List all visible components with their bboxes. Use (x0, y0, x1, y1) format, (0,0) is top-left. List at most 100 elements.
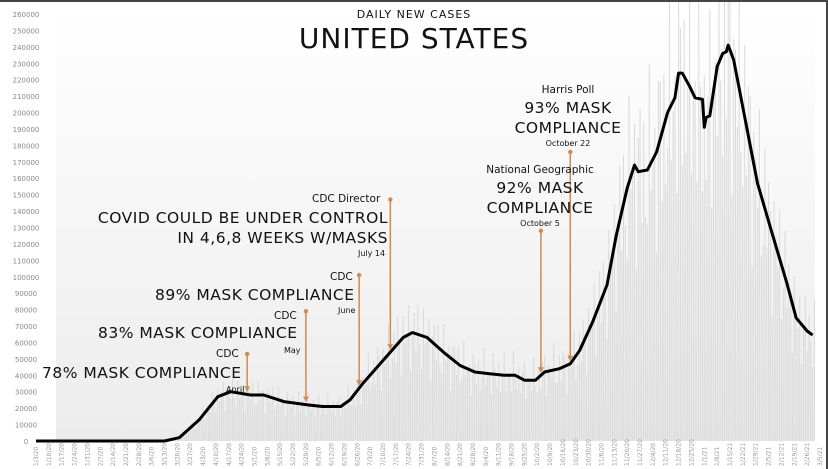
daily-bar (711, 206, 713, 441)
daily-bar (729, 0, 731, 441)
x-tick-label: 12/11/20 (663, 439, 670, 466)
x-tick-label: 2/7/20 (97, 447, 104, 466)
daily-bar (551, 378, 553, 441)
daily-bar (356, 379, 358, 441)
daily-bar (687, 88, 689, 442)
daily-bar (230, 399, 232, 441)
daily-bar (538, 366, 540, 441)
daily-bar (790, 298, 792, 441)
daily-bar (795, 313, 797, 441)
daily-bar (483, 348, 485, 441)
y-tick-label: 260000 (13, 11, 40, 19)
daily-bar (542, 361, 544, 441)
daily-bar (329, 407, 331, 441)
x-tick-label: 11/6/20 (598, 443, 605, 466)
daily-bar (209, 412, 211, 441)
daily-bar (665, 183, 667, 441)
daily-bar (722, 156, 724, 441)
daily-bar (727, 0, 729, 441)
daily-bar (630, 189, 632, 441)
y-tick-label: 230000 (13, 60, 40, 68)
daily-bar (742, 186, 744, 441)
daily-bar (775, 235, 777, 441)
annotation-arrow-dot (388, 197, 393, 202)
daily-bar (698, 0, 700, 441)
y-tick-label: 10000 (15, 422, 37, 430)
annotation-date: October 22 (545, 139, 591, 148)
daily-bar (591, 326, 593, 441)
x-tick-label: 3/5/21 (817, 447, 824, 466)
daily-bar (296, 404, 298, 441)
daily-bar (349, 404, 351, 441)
daily-bar (788, 264, 790, 441)
y-tick-label: 120000 (13, 241, 40, 249)
x-tick-label: 2/21/20 (123, 443, 130, 466)
daily-bar (500, 391, 502, 441)
daily-bar (279, 406, 281, 441)
daily-bar (553, 343, 555, 441)
x-tick-label: 7/17/20 (393, 443, 400, 466)
daily-bar (610, 268, 612, 441)
x-tick-label: 1/17/20 (59, 443, 66, 466)
daily-bar (780, 318, 782, 441)
daily-bar (276, 405, 278, 441)
x-tick-label: 3/6/20 (149, 447, 156, 466)
daily-bar (707, 95, 709, 441)
annotation-source: CDC (216, 348, 239, 360)
x-tick-label: 10/16/20 (560, 439, 567, 466)
daily-bar (751, 266, 753, 441)
daily-bar (604, 296, 606, 441)
y-tick-label: 160000 (13, 175, 40, 183)
y-tick-label: 150000 (13, 192, 40, 200)
daily-bar (564, 355, 566, 441)
daily-bar (307, 392, 309, 441)
daily-bar (593, 283, 595, 441)
daily-bar (571, 366, 573, 441)
daily-bar (597, 316, 599, 441)
daily-bar (562, 351, 564, 441)
daily-bar (265, 413, 266, 441)
x-tick-label: 9/18/20 (509, 443, 516, 466)
daily-bar (639, 109, 641, 442)
daily-bar (365, 384, 367, 441)
daily-bar (241, 388, 243, 441)
x-tick-label: 10/9/20 (547, 443, 554, 466)
daily-bar (389, 378, 391, 441)
daily-bar (290, 407, 292, 441)
daily-bar (643, 121, 645, 441)
daily-bar (466, 365, 468, 441)
daily-bar (479, 389, 481, 441)
daily-bar (626, 259, 628, 441)
annotation-arrowhead (302, 396, 309, 402)
daily-bar (375, 384, 377, 441)
daily-bar (184, 434, 186, 441)
daily-bar (547, 365, 549, 441)
daily-bar (421, 369, 423, 441)
daily-bar (345, 408, 347, 441)
daily-bar (211, 391, 213, 441)
annotation-arrowhead (387, 344, 394, 350)
x-tick-label: 2/12/21 (778, 443, 785, 466)
daily-bar (705, 179, 707, 441)
daily-bar (740, 151, 742, 441)
daily-bar (321, 403, 323, 441)
annotation-date: July 14 (358, 249, 386, 258)
daily-bar (784, 230, 786, 441)
daily-bar (325, 414, 327, 441)
x-axis: 1/3/20 1/10/20 1/17/20 1/24/20 1/31/20 2/7/20… (33, 439, 824, 466)
daily-bar (235, 406, 237, 441)
daily-bar (465, 376, 467, 441)
daily-bar (459, 382, 461, 441)
daily-bar (712, 88, 714, 441)
daily-bar (338, 397, 340, 441)
daily-bar (353, 388, 355, 441)
x-tick-label: 1/31/20 (84, 443, 91, 466)
daily-bar (397, 316, 399, 441)
daily-bar (454, 346, 456, 441)
daily-bar (503, 352, 505, 441)
daily-bar (331, 412, 333, 441)
x-tick-label: 1/22/21 (740, 443, 747, 466)
daily-bar (446, 351, 448, 441)
daily-bar (648, 63, 650, 441)
